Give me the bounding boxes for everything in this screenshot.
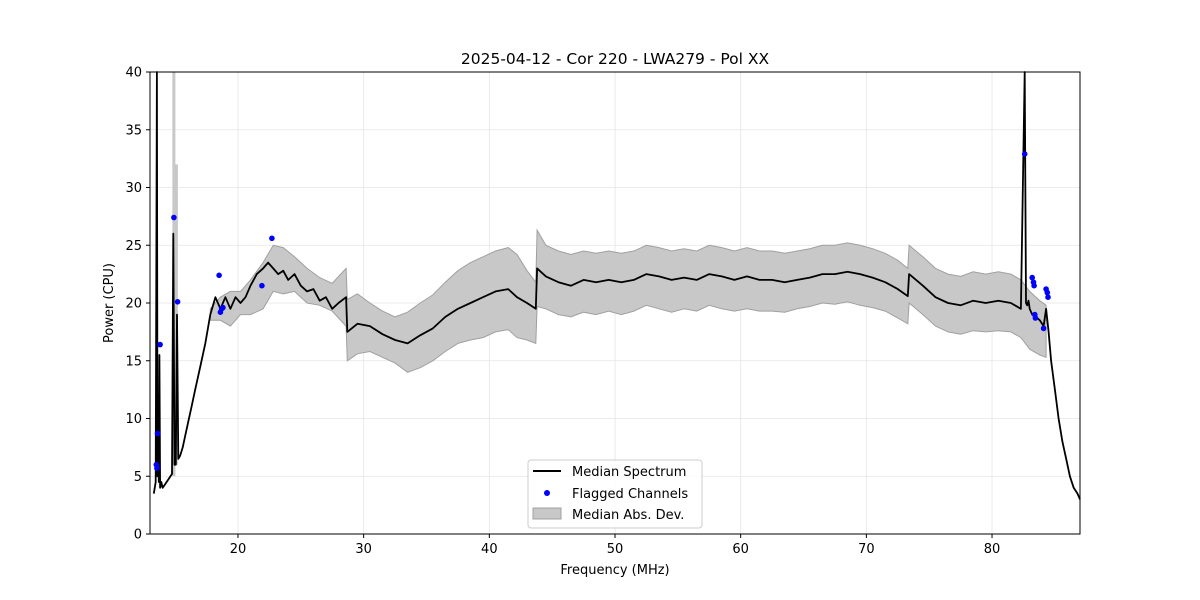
legend-mad-swatch [532,507,562,520]
x-axis-label: Frequency (MHz) [560,563,669,578]
legend: Median Spectrum Flagged Channels Median … [527,459,703,529]
flagged-channel-point [174,299,181,305]
median-line [152,71,1081,500]
flagged-points [153,151,1051,472]
flagged-channel-point [1021,151,1028,157]
legend-flagged-swatch [544,490,550,496]
x-tick-label: 50 [607,542,624,557]
flagged-channel-point [259,282,265,289]
flagged-channel-point [216,272,222,279]
y-tick-label: 10 [125,412,142,427]
median-spectrum-line [152,71,1081,500]
flagged-channel-point [154,430,161,437]
flagged-channel-point [154,465,160,472]
x-tick-label: 80 [984,542,1001,557]
y-tick-label: 0 [134,528,142,543]
flagged-channel-point [1029,274,1035,281]
flagged-channel-point [220,304,226,311]
flagged-channel-point [1045,294,1051,301]
legend-mad-label: Median Abs. Dev. [572,508,684,523]
flagged-channel-point [1040,325,1047,332]
y-axis: 0 5 10 15 20 25 30 35 40 [125,66,150,543]
flagged-channel-point [1032,315,1039,321]
x-axis: 20 30 40 50 60 70 80 [230,534,1001,557]
x-tick-label: 70 [858,542,875,557]
legend-box [527,459,703,529]
flagged-channel-point [171,214,177,221]
legend-median-label: Median Spectrum [572,465,686,480]
y-tick-label: 20 [125,297,142,312]
y-tick-label: 5 [134,470,142,485]
y-tick-label: 35 [125,123,142,138]
flagged-channel-point [157,341,163,348]
x-tick-label: 60 [732,542,749,557]
y-tick-label: 40 [125,66,142,81]
flagged-channel-point [1031,282,1037,289]
y-tick-label: 25 [125,239,142,254]
y-axis-label: Power (CPU) [102,263,117,343]
y-tick-label: 30 [125,181,142,196]
chart-title: 2025-04-12 - Cor 220 - LWA279 - Pol XX [461,50,770,68]
x-tick-label: 20 [230,542,247,557]
legend-flagged-label: Flagged Channels [572,487,688,502]
x-tick-label: 30 [355,542,372,557]
flagged-channel-point [1044,289,1051,296]
x-tick-label: 40 [481,542,498,557]
flagged-channel-point [269,235,275,242]
y-tick-label: 15 [125,354,142,369]
